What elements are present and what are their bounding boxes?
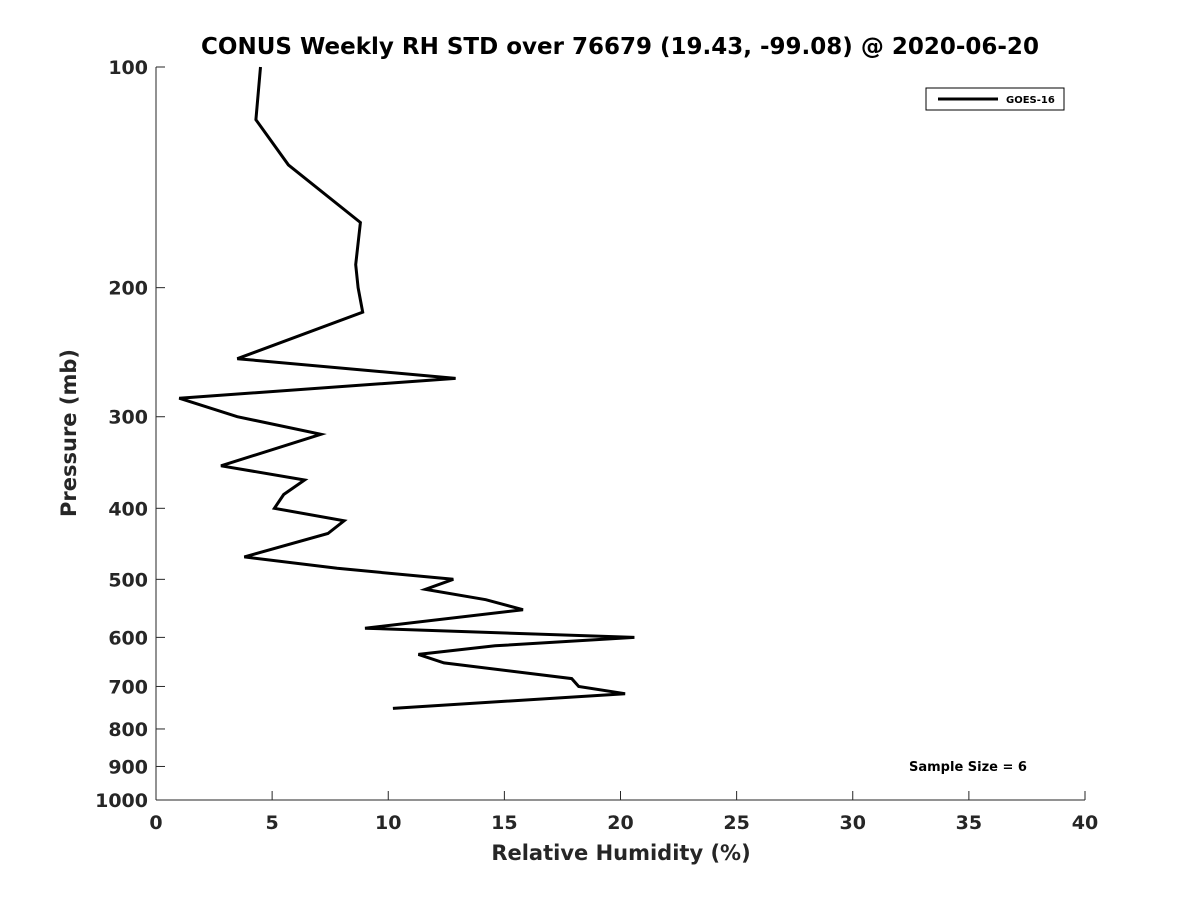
x-axis-label: Relative Humidity (%) xyxy=(491,841,750,865)
x-tick-label: 35 xyxy=(956,812,982,834)
y-tick-label: 300 xyxy=(108,407,148,429)
legend-entry-goes16: GOES-16 xyxy=(1006,95,1055,106)
plot-axes: 0 5 10 15 20 25 30 35 40 100 200 300 400 500 600 700 800… xyxy=(95,57,1098,834)
x-tick-label: 5 xyxy=(266,812,279,834)
series-layer xyxy=(178,66,635,710)
y-tick-label: 700 xyxy=(108,676,148,698)
legend: GOES-16 xyxy=(925,87,1065,111)
y-tick-label: 900 xyxy=(108,756,148,778)
x-tick-label: 10 xyxy=(375,812,401,834)
series-line-goes16 xyxy=(178,66,635,710)
x-tick-label: 20 xyxy=(607,812,633,834)
sample-size-annotation: Sample Size = 6 xyxy=(909,760,1027,775)
y-tick-label: 100 xyxy=(108,57,148,79)
y-axis-label: Pressure (mb) xyxy=(57,349,81,517)
y-tick-label: 800 xyxy=(108,719,148,741)
y-tick-label: 1000 xyxy=(95,790,148,812)
x-tick-label: 15 xyxy=(491,812,517,834)
chart-title: CONUS Weekly RH STD over 76679 (19.43, -… xyxy=(201,34,1039,60)
x-tick-label: 30 xyxy=(840,812,866,834)
y-tick-label: 600 xyxy=(108,627,148,649)
y-tick-label: 500 xyxy=(108,569,148,591)
x-tick-label: 40 xyxy=(1072,812,1098,834)
y-tick-label: 400 xyxy=(108,498,148,520)
x-tick-label: 0 xyxy=(149,812,162,834)
x-tick-label: 25 xyxy=(723,812,749,834)
y-tick-label: 200 xyxy=(108,278,148,300)
